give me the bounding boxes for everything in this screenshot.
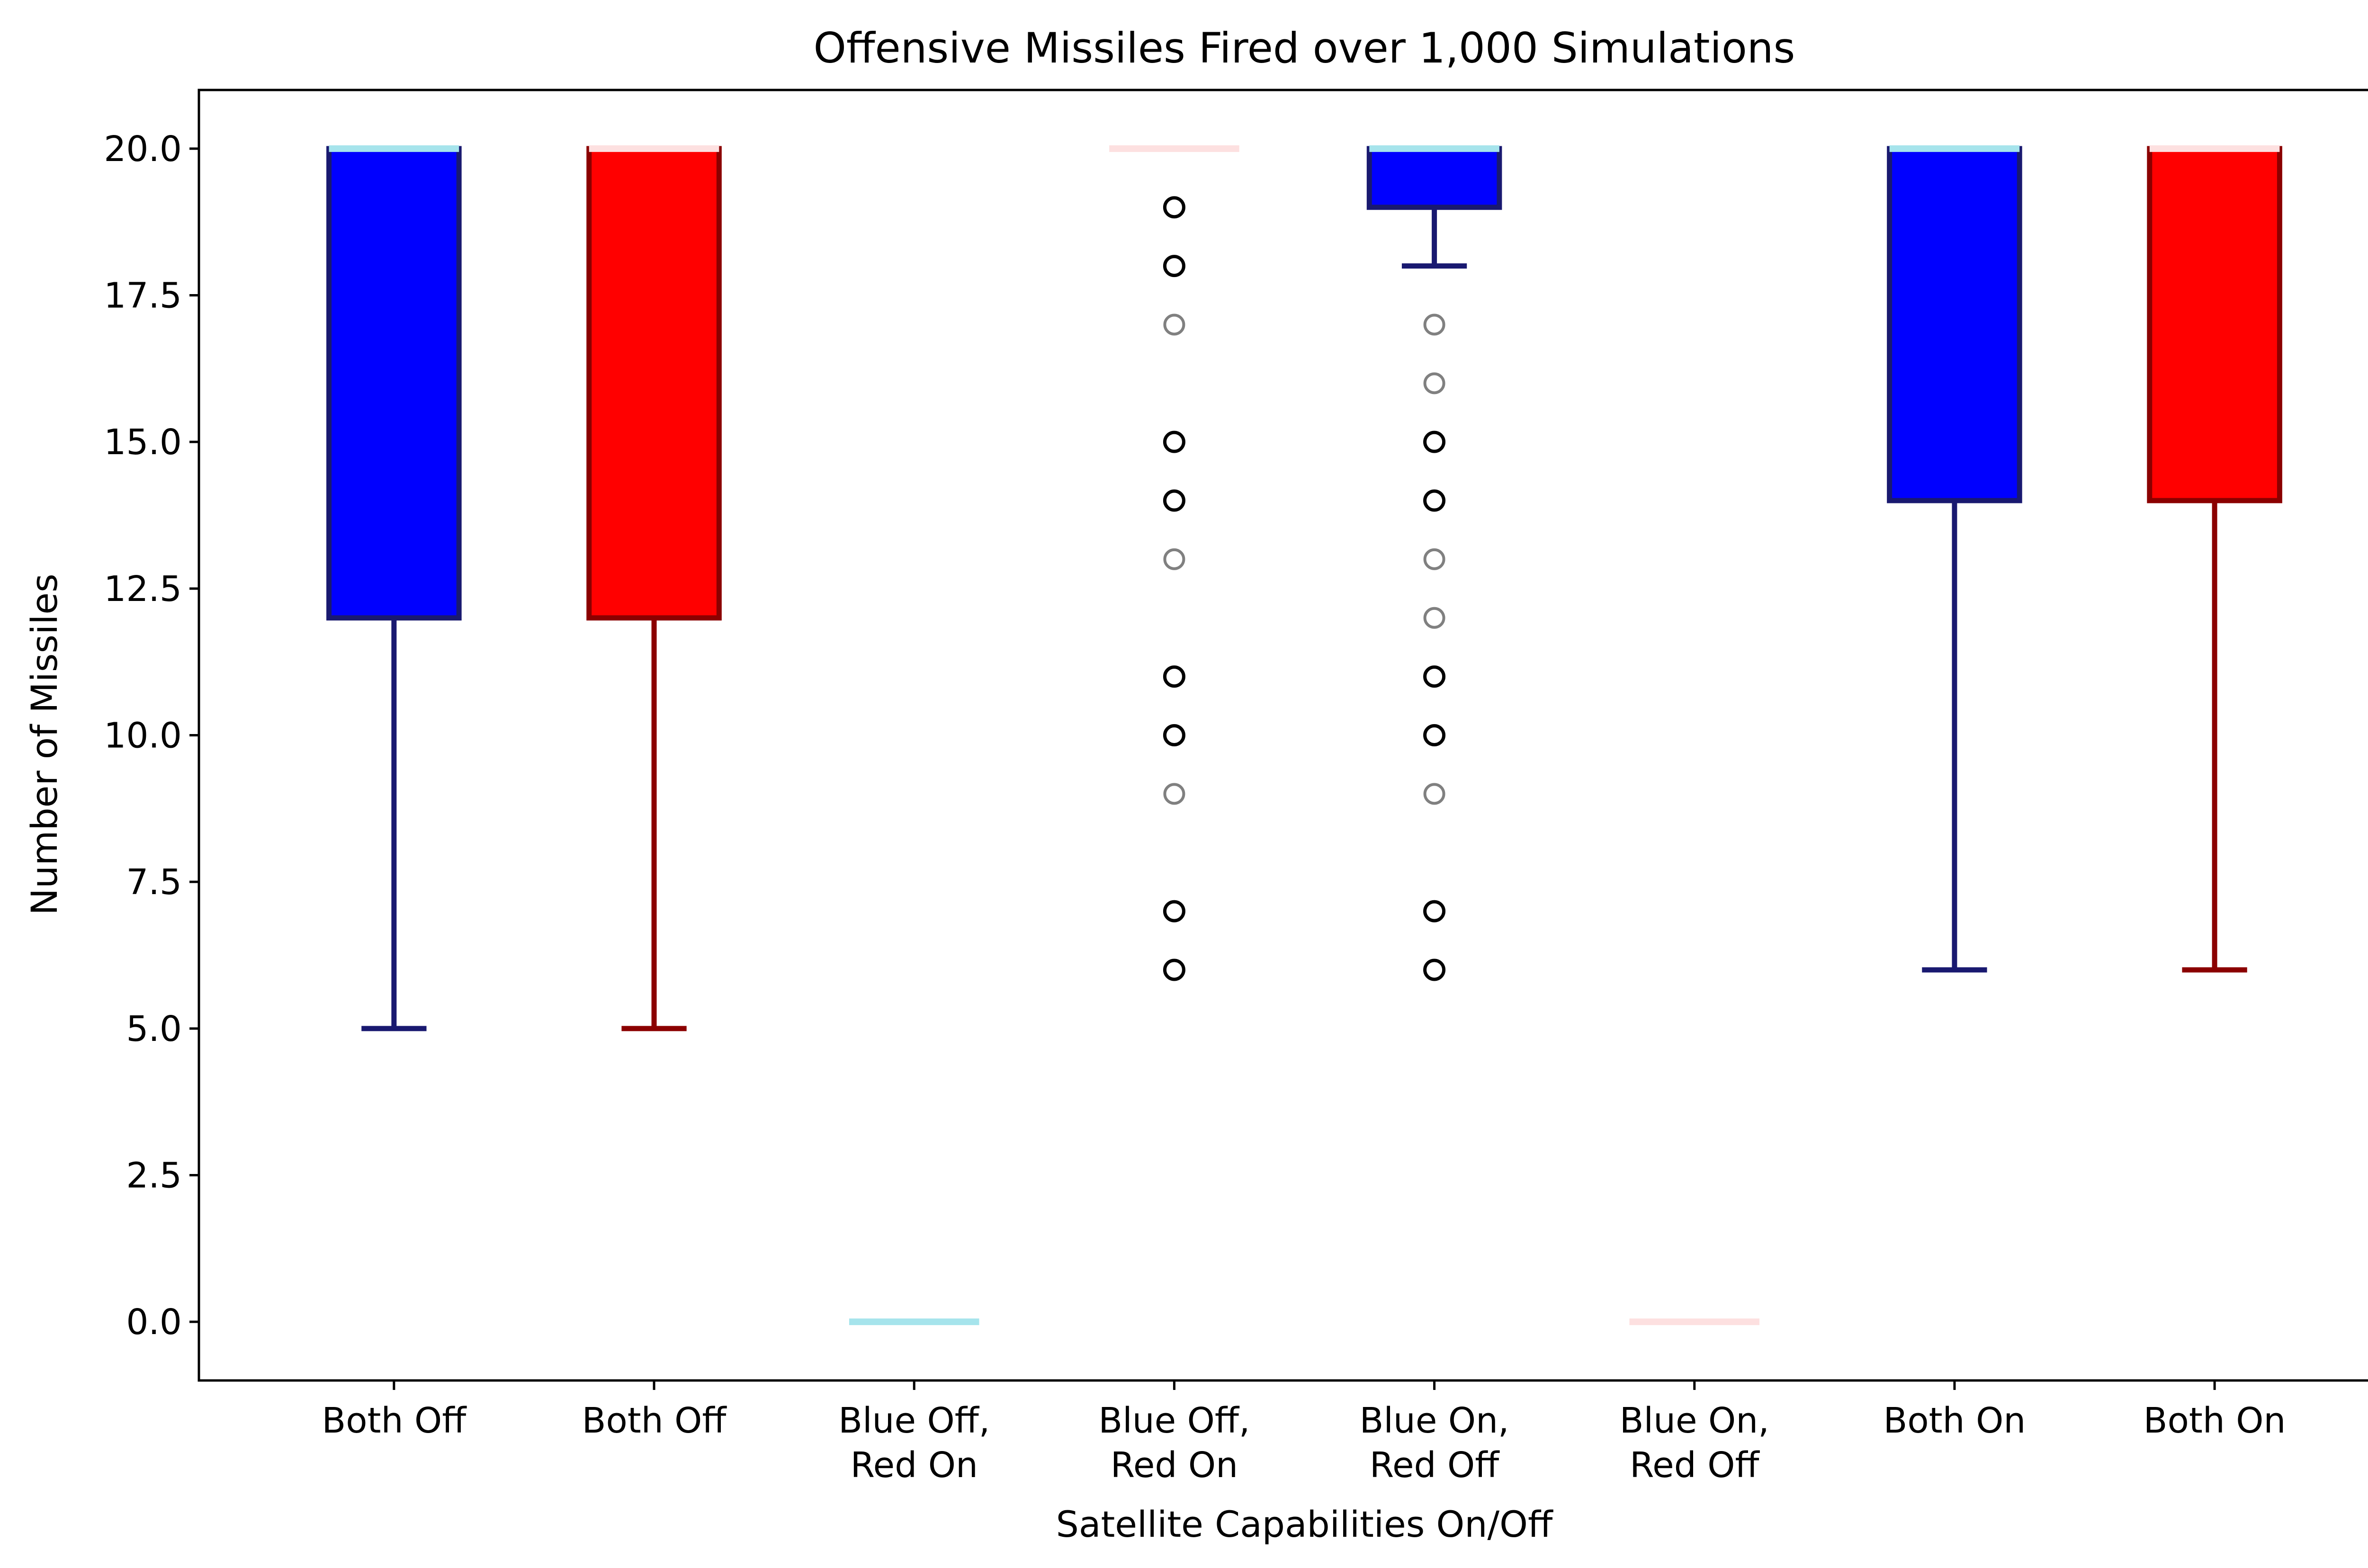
y-tick-label: 7.5 [126,862,182,903]
x-tick-label: Blue Off, [1098,1400,1250,1441]
outlier-point [1165,726,1184,745]
x-tick-label: Blue On, [1360,1400,1509,1441]
box-series [329,149,2280,1322]
x-tick-label: Both On [2144,1400,2286,1441]
box-body [329,149,459,618]
y-tick-label: 20.0 [104,129,182,170]
outlier-point [1165,315,1184,334]
box-body [1369,149,1499,207]
box-red [2150,149,2280,970]
outlier-point [1165,491,1184,510]
outlier-point [1425,726,1444,745]
x-tick-label: Red On [851,1445,978,1486]
outlier-point [1425,491,1444,510]
outlier-point [1165,550,1184,569]
x-tick-label: Blue On, [1620,1400,1769,1441]
x-tick-label: Both Off [582,1400,727,1441]
box-red [589,149,719,1029]
outlier-point [1165,432,1184,451]
x-tick-label: Blue Off, [838,1400,990,1441]
box-body [2150,149,2280,501]
y-tick-label: 17.5 [104,276,182,316]
y-tick-label: 12.5 [104,569,182,609]
outlier-point [1165,784,1184,803]
outlier-point [1165,667,1184,686]
x-tick-label: Red On [1111,1445,1238,1486]
outlier-point [1425,667,1444,686]
box-blue [1369,149,1499,979]
y-axis-label: Number of Missiles [23,573,65,915]
y-tick-label: 2.5 [126,1155,182,1196]
outlier-point [1165,198,1184,217]
box-body [589,149,719,618]
outlier-point [1165,257,1184,276]
outlier-point [1425,315,1444,334]
box-red [1109,149,1239,979]
y-tick-label: 5.0 [126,1009,182,1049]
outlier-point [1425,902,1444,921]
outlier-point [1425,550,1444,569]
y-tick-label: 15.0 [104,422,182,463]
outlier-point [1425,374,1444,393]
outlier-point [1425,960,1444,979]
x-tick-label: Both On [1884,1400,2026,1441]
outlier-point [1165,902,1184,921]
plot-area-frame [199,90,2368,1380]
y-tick-label: 10.0 [104,716,182,756]
box-blue [1890,149,2020,970]
y-tick-label: 0.0 [126,1302,182,1343]
chart-title: Offensive Missiles Fired over 1,000 Simu… [814,24,1795,72]
outlier-point [1165,960,1184,979]
x-tick-label: Red Off [1630,1445,1760,1486]
x-tick-label: Red Off [1370,1445,1500,1486]
x-axis-ticks: Both OffBoth OffBlue Off,Red OnBlue Off,… [322,1380,2286,1486]
y-axis-ticks: 0.0 2.5 5.0 7.5 10.0 12.5 15.0 17.5 20.0 [104,129,199,1343]
x-tick-label: Both Off [322,1400,467,1441]
box-blue [329,149,459,1029]
outlier-point [1425,432,1444,451]
box-body [1890,149,2020,501]
outlier-point [1425,609,1444,627]
x-axis-label: Satellite Capabilities On/Off [1056,1503,1553,1545]
outlier-point [1425,784,1444,803]
